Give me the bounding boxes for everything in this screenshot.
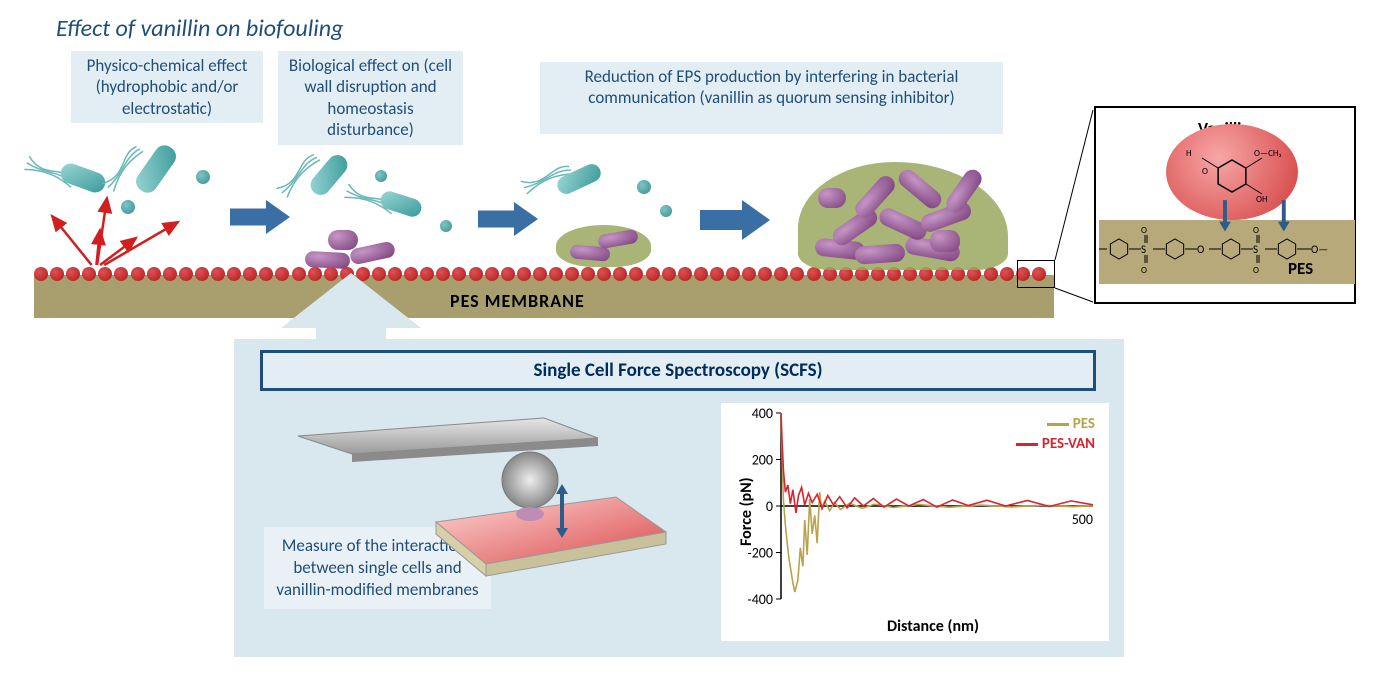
svg-text:200: 200: [752, 452, 773, 469]
chart-y-axis-label: Force (pN): [737, 477, 756, 546]
svg-text:0: 0: [766, 498, 773, 515]
afm-cantilever-illustration: [0, 0, 1383, 676]
svg-text:500: 500: [1072, 511, 1093, 528]
force-distance-chart: -400 -200 0 200 400 500 Force (pN) Distan…: [721, 403, 1109, 641]
chart-x-axis-label: Distance (nm): [887, 617, 979, 636]
svg-text:-200: -200: [747, 545, 773, 562]
legend-item: PES: [1047, 415, 1095, 433]
legend-item: PES-VAN: [1016, 435, 1095, 453]
svg-text:400: 400: [752, 405, 773, 422]
svg-text:-400: -400: [747, 591, 773, 608]
